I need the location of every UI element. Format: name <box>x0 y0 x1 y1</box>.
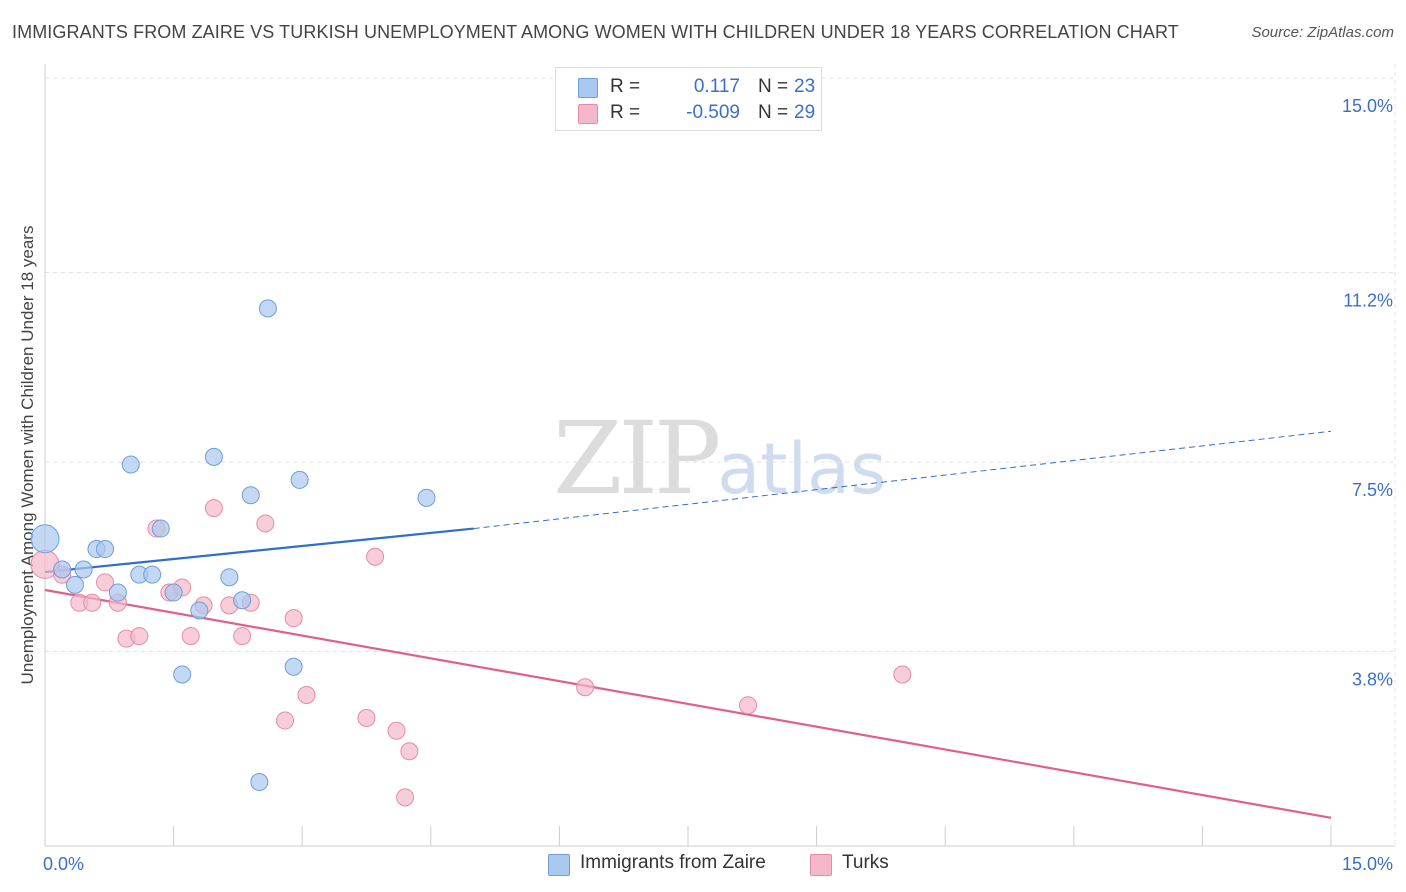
point-zaire <box>74 560 93 579</box>
y-tick-label: 15.0% <box>1342 96 1393 116</box>
point-turks <box>276 711 295 730</box>
watermark: ZIPatlas <box>553 400 886 517</box>
y-tick-label: 7.5% <box>1352 480 1393 500</box>
point-zaire <box>96 540 115 559</box>
tick-labels: 3.8% 7.5% 11.2% 15.0% 0.0% 15.0% <box>43 96 1393 874</box>
x-tick-label-max: 15.0% <box>1342 854 1393 874</box>
point-zaire <box>417 488 436 507</box>
point-turks <box>96 573 115 592</box>
y-tick-label: 11.2% <box>1343 291 1393 311</box>
point-zaire <box>53 560 72 579</box>
trend-line-zaire <box>44 527 474 574</box>
point-zaire <box>241 486 260 505</box>
trend-lines <box>44 430 1332 819</box>
legend-r-label: R = <box>610 76 641 97</box>
point-turks <box>357 709 376 727</box>
y-tick-label: 3.8% <box>1352 669 1393 689</box>
grid-lines <box>45 64 1396 846</box>
point-turks <box>297 685 316 704</box>
legend-r-value: 0.117 <box>693 76 740 97</box>
point-zaire <box>290 470 309 489</box>
point-turks <box>83 593 102 612</box>
point-zaire <box>190 601 209 620</box>
point-zaire <box>258 299 277 318</box>
point-zaire <box>143 565 162 584</box>
legend-r-label: R = <box>610 102 641 123</box>
point-turks <box>400 742 419 761</box>
point-turks <box>576 678 595 697</box>
point-zaire <box>204 447 223 466</box>
point-turks <box>893 665 912 684</box>
correlation-legend: R = 0.117 N = 23 R = -0.509 N = 29 <box>555 67 822 131</box>
point-zaire <box>250 773 269 791</box>
watermark-zip: ZIP <box>553 400 721 517</box>
point-zaire <box>151 519 170 538</box>
point-zaire <box>284 657 303 676</box>
x-tick-label-min: 0.0% <box>43 854 84 874</box>
point-zaire <box>220 568 239 587</box>
point-turks <box>387 721 406 740</box>
trend-line-turks <box>44 588 1332 819</box>
point-zaire <box>233 591 252 610</box>
point-turks <box>366 547 385 566</box>
trend-line-zaire-extension <box>473 430 1332 530</box>
point-zaire <box>66 575 85 594</box>
chart-title: IMMIGRANTS FROM ZAIRE VS TURKISH UNEMPLO… <box>12 22 1179 42</box>
axes <box>44 64 1395 847</box>
point-turks <box>181 627 200 646</box>
bottom-legend-swatch-zaire <box>548 854 570 876</box>
point-turks <box>233 627 252 646</box>
data-points <box>30 299 912 807</box>
point-zaire <box>121 455 140 474</box>
point-turks <box>284 609 303 628</box>
legend-n-value: 29 <box>794 102 816 123</box>
legend-n-label: N = <box>758 76 789 97</box>
bottom-legend-swatch-turks <box>810 854 832 876</box>
legend-r-value: -0.509 <box>686 102 740 123</box>
legend-swatch-turks <box>578 104 598 124</box>
bottom-legend-label-turks: Turks <box>842 852 889 873</box>
watermark-atlas: atlas <box>717 428 887 510</box>
legend-n-value: 23 <box>794 76 816 97</box>
point-turks <box>256 514 275 533</box>
point-turks <box>204 499 223 518</box>
point-zaire <box>173 665 192 684</box>
point-turks <box>396 788 415 807</box>
point-zaire <box>30 524 60 554</box>
point-zaire <box>164 583 183 602</box>
bottom-legend-label-zaire: Immigrants from Zaire <box>580 852 766 873</box>
legend-n-label: N = <box>758 102 789 123</box>
point-turks <box>130 627 149 646</box>
source-label: Source: ZipAtlas.com <box>1251 24 1394 41</box>
point-zaire <box>108 583 127 602</box>
legend-swatch-zaire <box>578 78 598 98</box>
point-turks <box>739 696 758 715</box>
